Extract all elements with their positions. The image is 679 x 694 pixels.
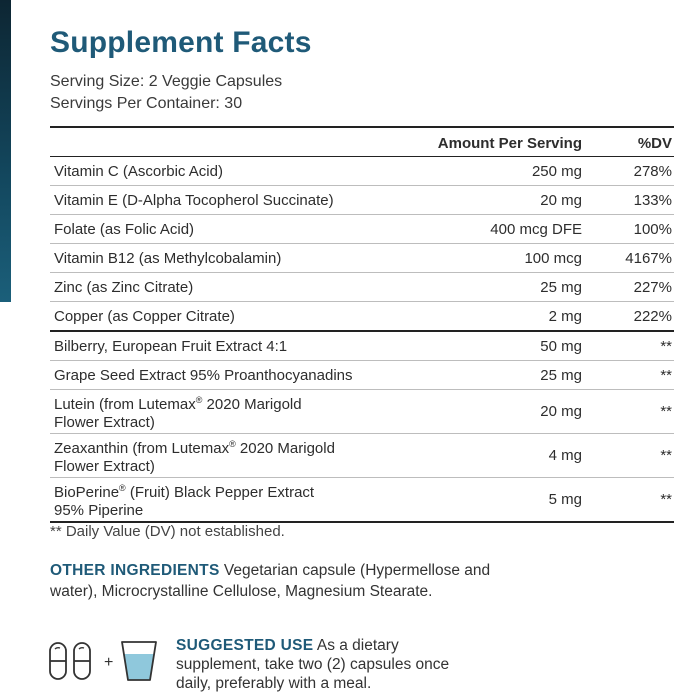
ingredient-dv: 278% <box>582 156 674 186</box>
suggested-use-text: As a dietary supplement, take two (2) ca… <box>176 637 450 692</box>
ingredient-amount: 400 mcg DFE <box>402 214 582 244</box>
ingredient-name: Vitamin B12 (as Methylcobalamin) <box>50 243 402 273</box>
registered-mark: ® <box>229 439 236 449</box>
name-line-1: Zeaxanthin (from Lutemax <box>54 440 230 457</box>
ingredient-name: Zeaxanthin (from Lutemax® 2020 Marigold F… <box>50 433 402 478</box>
name-line-2: 95% Piperine <box>54 502 144 519</box>
ingredient-dv: 133% <box>582 185 674 215</box>
ingredient-amount: 50 mg <box>402 331 582 361</box>
ingredient-dv: ** <box>582 477 674 523</box>
other-ingredients-text: Vegetarian capsule (Hypermellose and wat… <box>50 562 491 600</box>
ingredient-name: Folate (as Folic Acid) <box>50 214 402 244</box>
ingredient-amount: 100 mcg <box>402 243 582 273</box>
name-line-2: Flower Extract) <box>54 458 155 475</box>
name-line-1-rest: 2020 Marigold <box>202 396 302 413</box>
name-line-2: Flower Extract) <box>54 414 155 431</box>
dv-footnote: ** Daily Value (DV) not established. <box>50 523 285 540</box>
table-row: Copper (as Copper Citrate) 2 mg 222% <box>50 301 674 332</box>
servings-per-container: Servings Per Container: 30 <box>50 95 243 112</box>
ingredient-name: Bilberry, European Fruit Extract 4:1 <box>50 331 402 361</box>
ingredient-amount: 20 mg <box>402 389 582 434</box>
table-row: Vitamin C (Ascorbic Acid) 250 mg 278% <box>50 156 674 186</box>
plus-sign: + <box>104 654 113 671</box>
ingredient-name: Lutein (from Lutemax® 2020 Marigold Flowe… <box>50 389 402 434</box>
ingredient-amount: 4 mg <box>402 433 582 478</box>
table-row: Bilberry, European Fruit Extract 4:1 50 … <box>50 331 674 361</box>
ingredient-amount: 2 mg <box>402 301 582 332</box>
water-glass-icon <box>121 641 157 681</box>
registered-mark: ® <box>119 483 126 493</box>
ingredient-name: Copper (as Copper Citrate) <box>50 301 402 332</box>
ingredient-name: Zinc (as Zinc Citrate) <box>50 272 402 302</box>
ingredient-amount: 25 mg <box>402 272 582 302</box>
table-row: Grape Seed Extract 95% Proanthocyanadins… <box>50 360 674 390</box>
table-row: Vitamin E (D-Alpha Tocopherol Succinate)… <box>50 185 674 215</box>
ingredient-dv: ** <box>582 389 674 434</box>
header-dv: %DV <box>582 126 674 157</box>
table-row: Folate (as Folic Acid) 400 mcg DFE 100% <box>50 214 674 244</box>
table-row: BioPerine® (Fruit) Black Pepper Extract 9… <box>50 477 674 523</box>
ingredient-amount: 250 mg <box>402 156 582 186</box>
serving-info: Serving Size: 2 Veggie Capsules Servings… <box>50 71 282 115</box>
ingredient-dv: 100% <box>582 214 674 244</box>
name-line-1: BioPerine <box>54 484 120 501</box>
name-line-1-rest: (Fruit) Black Pepper Extract <box>125 484 315 501</box>
header-amount: Amount Per Serving <box>402 126 582 157</box>
table-header-row: Amount Per Serving %DV <box>50 126 674 157</box>
suggested-use: SUGGESTED USE As a dietary supplement, t… <box>176 636 476 693</box>
ingredient-dv: ** <box>582 360 674 390</box>
capsule-icon <box>49 642 67 680</box>
panel-title: Supplement Facts <box>50 26 312 59</box>
ingredient-dv: 227% <box>582 272 674 302</box>
table-row: Lutein (from Lutemax® 2020 Marigold Flowe… <box>50 389 674 434</box>
table-row: Vitamin B12 (as Methylcobalamin) 100 mcg… <box>50 243 674 273</box>
ingredient-name: Vitamin E (D-Alpha Tocopherol Succinate) <box>50 185 402 215</box>
serving-size: Serving Size: 2 Veggie Capsules <box>50 73 283 90</box>
capsules-plus-water-icon: + <box>49 641 157 681</box>
suggested-use-icons: + <box>48 640 158 682</box>
capsule-icon <box>73 642 91 680</box>
suggested-use-label: SUGGESTED USE <box>176 637 314 654</box>
ingredient-name: Grape Seed Extract 95% Proanthocyanadins <box>50 360 402 390</box>
name-line-1: Lutein (from Lutemax <box>54 396 196 413</box>
header-name <box>50 126 402 157</box>
ingredient-amount: 25 mg <box>402 360 582 390</box>
ingredient-name: BioPerine® (Fruit) Black Pepper Extract 9… <box>50 477 402 523</box>
ingredient-dv: 4167% <box>582 243 674 273</box>
ingredient-amount: 5 mg <box>402 477 582 523</box>
supplement-facts-table: Amount Per Serving %DV Vitamin C (Ascorb… <box>50 126 674 523</box>
other-ingredients-label: OTHER INGREDIENTS <box>50 562 220 579</box>
ingredient-dv: 222% <box>582 301 674 332</box>
ingredient-dv: ** <box>582 331 674 361</box>
ingredient-amount: 20 mg <box>402 185 582 215</box>
table-row: Zinc (as Zinc Citrate) 25 mg 227% <box>50 272 674 302</box>
registered-mark: ® <box>195 395 203 405</box>
ingredient-name: Vitamin C (Ascorbic Acid) <box>50 156 402 186</box>
name-line-1-rest: 2020 Marigold <box>235 440 335 457</box>
side-accent-bar <box>0 0 11 302</box>
other-ingredients: OTHER INGREDIENTS Vegetarian capsule (Hy… <box>50 560 520 602</box>
table-row: Zeaxanthin (from Lutemax® 2020 Marigold F… <box>50 433 674 478</box>
ingredient-dv: ** <box>582 433 674 478</box>
